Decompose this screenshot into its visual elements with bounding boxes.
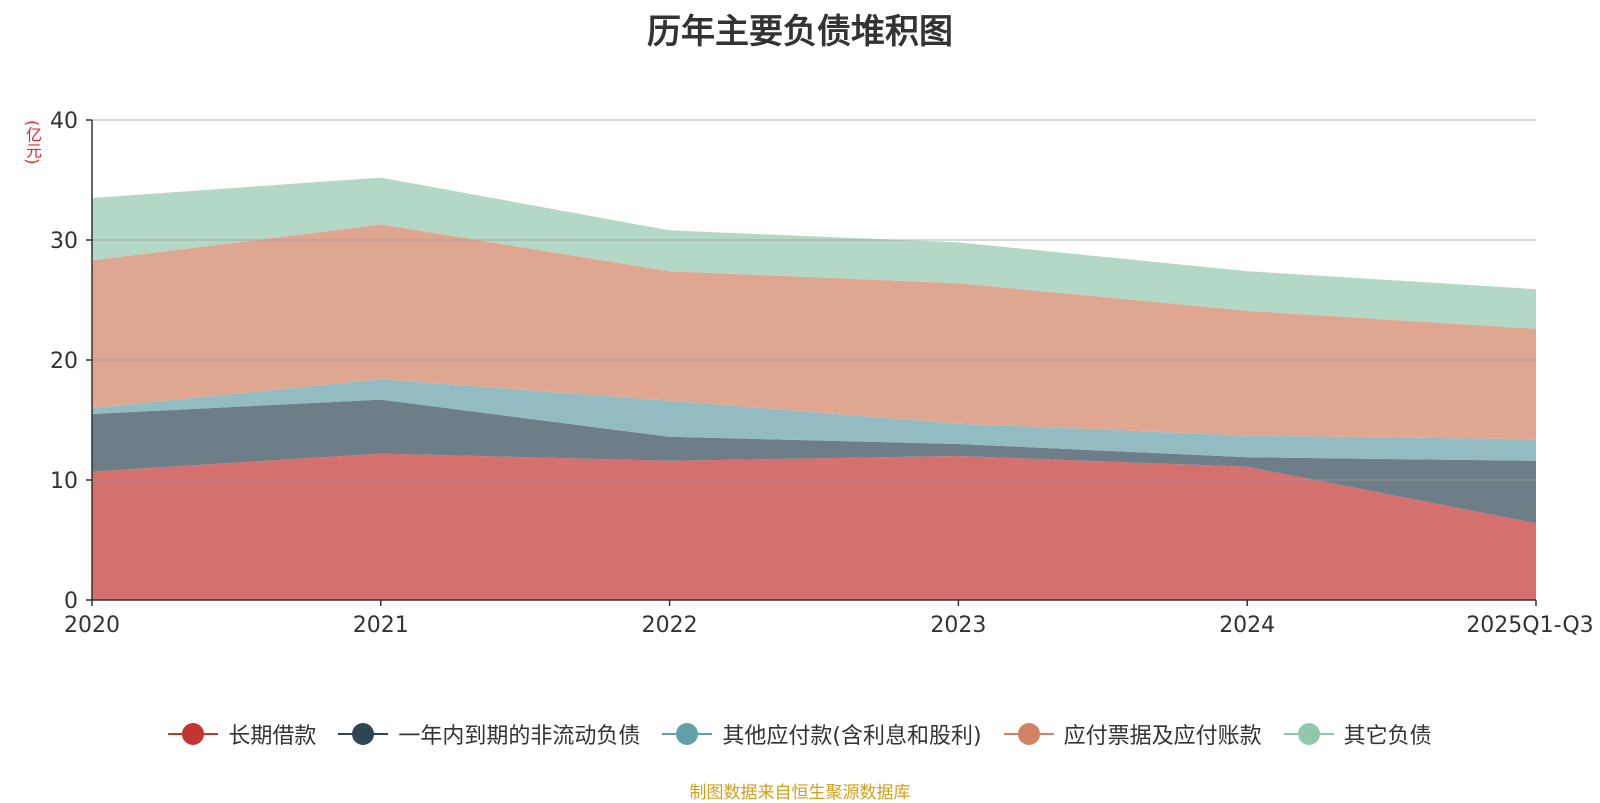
legend-item-4[interactable]: 应付票据及应付账款: [1003, 718, 1262, 750]
legend-marker-icon: [1283, 722, 1334, 746]
chart-legend: 长期借款 一年内到期的非流动负债 其他应付款(含利息和股利) 应付票据及应付账款 其它负…: [0, 718, 1600, 750]
area-series-1: [92, 453, 1536, 600]
y-axis-unit-label: (亿元): [23, 120, 42, 165]
x-tick-label: 2021: [353, 613, 409, 638]
x-tick-label: 2024: [1219, 613, 1275, 638]
legend-marker-icon: [338, 722, 389, 746]
y-tick-label: 0: [64, 589, 78, 614]
data-source-note: 制图数据来自恒生聚源数据库: [689, 783, 911, 803]
x-tick-label: 2022: [642, 613, 698, 638]
legend-label: 长期借款: [228, 724, 317, 749]
area-series-3: [92, 379, 1536, 461]
series-areas: [92, 177, 1536, 600]
x-tick-label: 2020: [64, 613, 120, 638]
y-tick-label: 40: [50, 109, 78, 134]
chart-title: 历年主要负债堆积图: [647, 12, 953, 52]
area-series-4: [92, 224, 1536, 440]
legend-label: 其他应付款(含利息和股利): [722, 724, 982, 749]
area-series-5: [92, 177, 1536, 329]
y-tick-label: 30: [50, 229, 78, 254]
x-tick-label: 2023: [930, 613, 986, 638]
y-tick-label: 20: [50, 349, 78, 374]
legend-item-5[interactable]: 其它负债: [1283, 718, 1432, 750]
x-tick-label: 2025Q1-Q3: [1466, 613, 1593, 638]
legend-marker-icon: [168, 722, 219, 746]
legend-item-2[interactable]: 一年内到期的非流动负债: [338, 718, 640, 750]
area-series-2: [92, 399, 1536, 524]
legend-label: 一年内到期的非流动负债: [398, 724, 641, 749]
legend-item-3[interactable]: 其他应付款(含利息和股利): [662, 718, 982, 750]
legend-label: 应付票据及应付账款: [1063, 724, 1262, 749]
legend-marker-icon: [662, 722, 713, 746]
y-tick-label: 10: [50, 469, 78, 494]
legend-marker-icon: [1003, 722, 1054, 746]
legend-label: 其它负债: [1343, 724, 1432, 749]
legend-item-1[interactable]: 长期借款: [168, 718, 316, 750]
